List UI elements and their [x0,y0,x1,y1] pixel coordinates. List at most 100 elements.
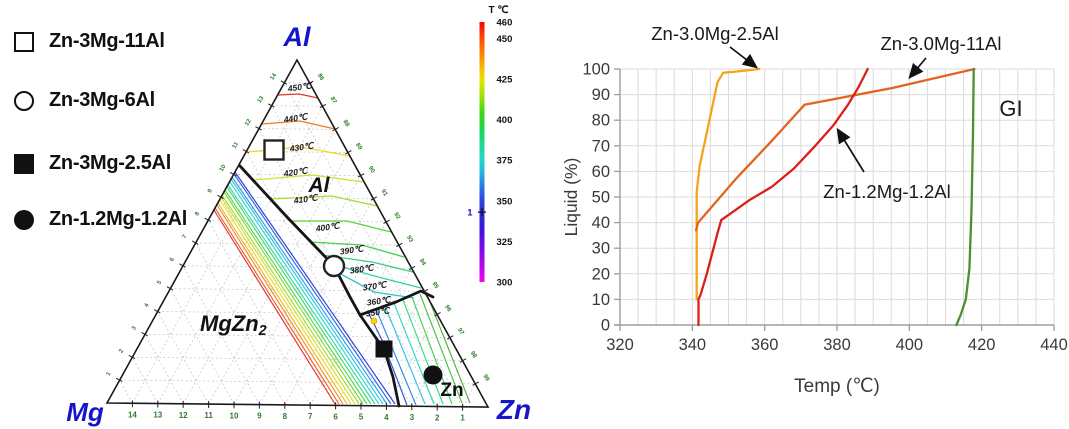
ternary-tick [217,194,224,200]
phase-boundary-line [358,289,435,317]
ternary-tick-label: 7 [308,412,313,421]
isotherm-contour-line [419,293,463,404]
isotherm-contour-line [219,199,352,405]
legend-label: Zn-3Mg-11Al [49,30,165,52]
ternary-tick-label: 93 [405,235,414,244]
eutectic-point-marker [370,317,378,325]
ternary-tick [153,309,161,314]
y-tick-label: 70 [592,137,610,155]
ternary-tick-label: 94 [418,258,427,267]
isotherm-contour-line [270,195,378,207]
ternary-tick-label: 98 [469,350,478,359]
vertex-label-zn: Zn [496,394,531,425]
ternary-tick-label: 86 [316,73,325,82]
ternary-tick [383,219,390,224]
ternary-tick [408,265,416,271]
isotherm-contour-line [277,93,319,99]
ternary-tick-label: 9 [257,412,262,421]
legend-label: Zn-3Mg-6Al [49,89,155,111]
isotherm-contour-line [253,174,364,183]
ternary-tick [357,173,365,178]
ternary-tick [370,196,378,201]
isotherm-contour-line [231,176,388,405]
annotation-label: Zn-3.0Mg-11Al [881,33,1002,54]
isotherm-contour-line [393,302,435,405]
y-axis-title: Liquid (%) [561,158,581,237]
x-tick-label: 440 [1040,336,1068,354]
series-line-Zn-3.0Mg-11Al [694,67,976,232]
temperature-colorbar: T ℃ 460 450 425 400 375 350 325 300 1 [467,5,513,289]
ternary-tick-label: 7 [182,234,189,241]
ternary-tick [446,335,454,340]
y-tick-label: 0 [601,317,610,335]
ternary-grid-line [258,128,336,130]
ternary-grid-line [170,288,425,292]
ternary-tick-label: 4 [384,413,389,422]
ternary-grid-line [170,288,235,405]
isotherm-label: 380℃ [349,262,375,275]
y-tick-label: 50 [592,189,610,207]
ternary-tick-label: 11 [232,141,241,150]
ternary-tick-label: 6 [333,412,338,421]
ternary-tick [141,332,148,337]
ternary-tick [472,381,480,386]
phase-boundary-line [238,164,336,268]
ternary-grid-line [132,82,311,404]
x-tick-label: 400 [896,336,924,354]
open-square-symbol [14,31,34,52]
ternary-grid-line [233,174,362,406]
legend-label: Zn-1.2Mg-1.2Al [49,208,188,230]
ternary-tick [179,263,186,268]
ternary-tick-label: 87 [329,96,338,105]
colorbar-tick-label: 375 [497,156,514,167]
x-tick-label: 380 [823,336,851,354]
ternary-grid-line [233,173,361,177]
legend-item: Zn-3Mg-2.5Al [14,152,171,175]
legend-item: Zn-1.2Mg-1.2Al [14,208,187,231]
isotherm-label: 430℃ [288,140,315,154]
isotherm-label: 360℃ [366,294,392,307]
colorbar-tick-label: 400 [497,115,513,126]
ternary-tick [166,286,174,291]
y-tick-label: 10 [592,291,610,309]
ternary-tick-label: 10 [219,163,228,172]
open-circle-symbol [14,90,34,111]
ternary-grid-line [157,106,323,404]
ternary-grid-line [157,311,209,405]
x-tick-label: 360 [751,336,779,354]
colorbar-marker-label: 1 [467,208,473,219]
colorbar-tick-label: 300 [497,278,513,289]
ternary-tick [204,217,212,222]
ternary-tick-label: 5 [359,413,364,422]
annotation-label: GI [999,96,1022,121]
annotation-arrow [908,57,927,79]
ternary-tick-label: 3 [410,413,415,422]
ternary-tick-label: 92 [392,212,401,221]
ternary-grid-line [119,379,133,404]
phase-region-label: Zn [440,380,463,401]
y-tick-label: 80 [592,112,610,130]
ternary-tick-label: 13 [153,411,162,420]
legend-label: Zn-3Mg-2.5Al [49,152,171,174]
isotherm-label: 420℃ [282,165,309,179]
ternary-tick-label: 97 [456,327,465,336]
y-tick-label: 20 [592,265,610,283]
ternary-diagram: 1418613287123881148910590969187927893699… [66,22,531,427]
y-tick-label: 60 [592,163,610,181]
alloy-marker-filled-circle [423,365,443,385]
ternary-tick-label: 6 [169,256,176,263]
ternary-tick [191,240,199,245]
isotherm-label: 350℃ [365,305,391,318]
colorbar-tick-label: 450 [497,34,513,45]
colorbar-marker-cross [478,208,486,217]
ternary-grid-line [182,265,260,405]
alloy-marker-open-circle [322,254,346,278]
ternary-tick-label: 2 [435,413,440,422]
series-line-GI [955,67,975,327]
isotherm-contour-line [309,241,405,258]
ternary-tick-label: 14 [128,410,137,419]
ternary-tick-label: 88 [341,119,350,128]
y-tick-label: 30 [592,240,610,258]
isotherm-label: 410℃ [292,192,319,206]
